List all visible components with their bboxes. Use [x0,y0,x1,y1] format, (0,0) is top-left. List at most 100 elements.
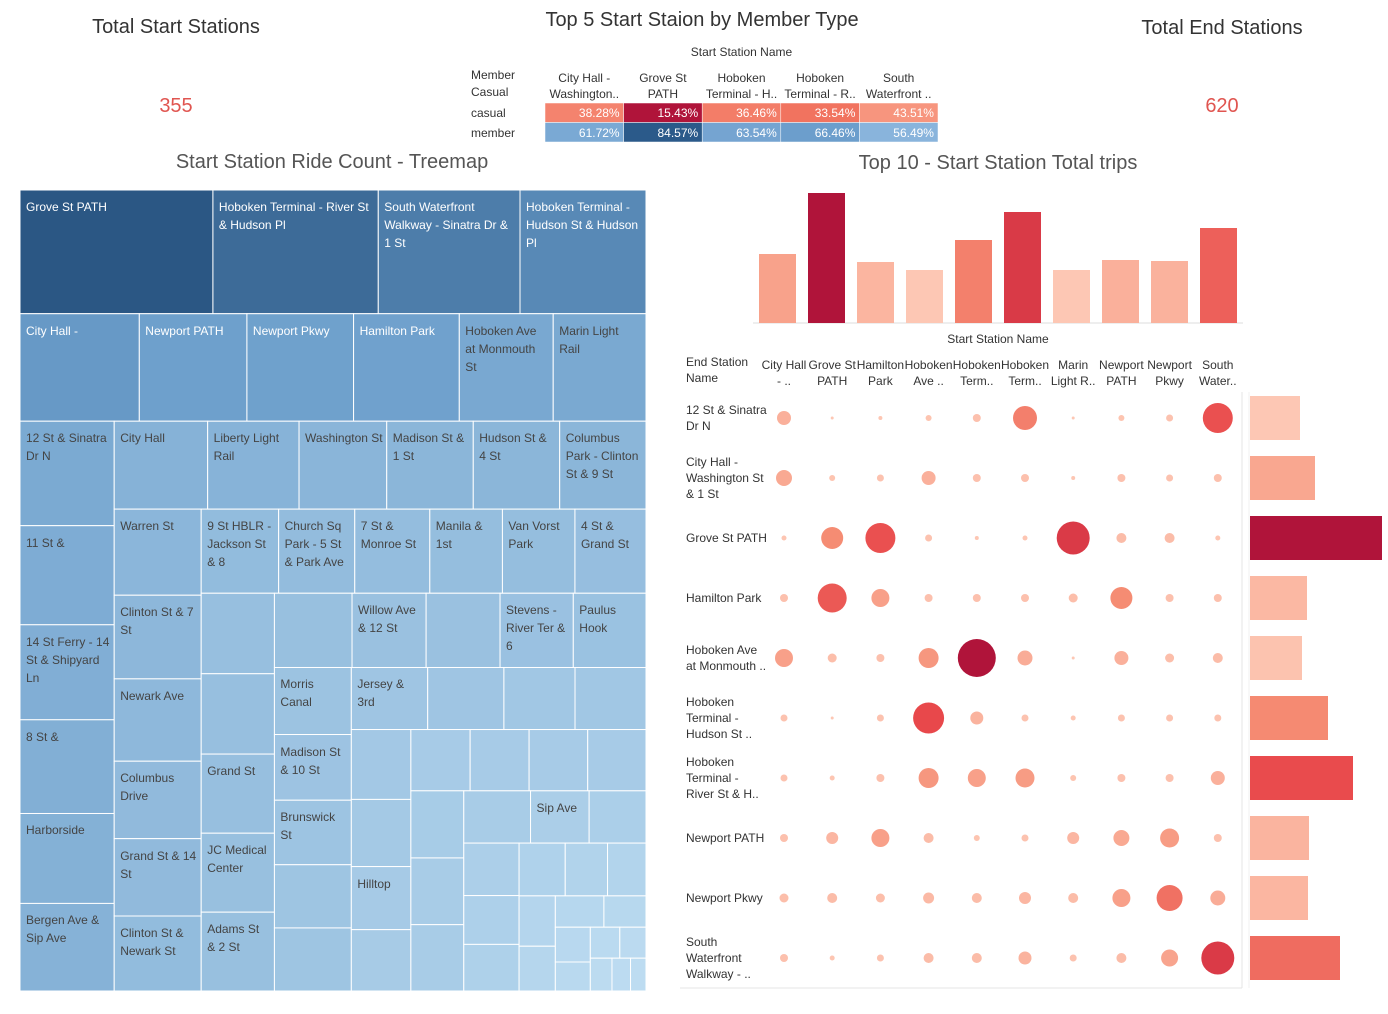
bar [1004,212,1041,323]
treemap-cell [350,929,412,992]
bubble [1056,521,1090,555]
treemap-cell [207,420,300,510]
bubble [1071,416,1075,420]
bubble [1214,714,1222,722]
treemap-cell [273,864,352,929]
treemap-label: Grand St [207,764,256,779]
treemap-label: Warren St [120,519,174,534]
column-label: Grove St PATH [639,71,687,101]
treemap-cell [611,957,632,992]
bubble [1117,714,1125,722]
treemap-cell [528,729,589,792]
bubble [779,893,789,903]
row-label: member [471,125,516,140]
treemap-cell [113,420,209,510]
bubble [1212,653,1223,663]
column-label: City Hall - .. [761,358,807,388]
treemap-label: Jersey & 3rd [357,677,405,710]
total-bar [1250,576,1307,620]
bubble [1114,651,1129,665]
bubble [974,536,979,540]
bubble [781,535,787,541]
treemap-cell [200,508,280,594]
treemap-label: Hoboken Terminal - River St & Hudson Pl [218,200,369,232]
bar [857,262,894,323]
bubble [1019,892,1031,904]
bubble [923,953,934,963]
treemap-cell [518,842,566,897]
bubble [1166,714,1174,722]
treemap-cell [607,842,647,897]
bubble [918,648,939,668]
treemap-label: JC Medical Center [207,843,267,876]
treemap-cell [200,592,275,675]
column-header: Start Station Name [690,45,793,59]
treemap-cell [138,313,248,422]
bar [1053,270,1090,323]
treemap-cell [200,673,275,755]
bubble [780,774,788,782]
treemap-cell [386,420,474,510]
bubble [973,835,980,841]
treemap-cell [410,857,465,926]
bubble [1071,656,1075,660]
bubble [875,893,885,903]
bubble [1165,594,1174,602]
bubble [967,769,986,787]
treemap-cell [463,943,520,992]
total-bar [1250,876,1308,920]
bubble [1166,414,1174,422]
bar [1102,260,1139,323]
treemap-label: Newark Ave [120,688,184,703]
column-label: Hamilton Park [856,358,905,388]
cell-label: 63.54% [736,125,777,140]
kpi-value: 620 [1205,95,1239,117]
treemap-cell [351,592,427,668]
treemap-label: Hudson St & 4 St [479,431,547,464]
bubble [1117,474,1126,482]
table-cell [859,122,939,143]
row-label: City Hall - Washington St & 1 St [686,455,764,501]
treemap-cell [350,729,412,800]
treemap-label: Liberty Light Rail [213,431,280,464]
bubble [921,471,936,485]
treemap-cell [200,832,275,913]
treemap-label: Clinton St & Newark St [120,925,184,958]
treemap-label: 8 St & [26,729,59,744]
bubble [1201,941,1235,975]
chart-title: Top 5 Start Staion by Member Type [545,9,859,31]
bubble [1213,474,1222,482]
column-label: Marin Light R.. [1050,358,1096,388]
kpi-title: Total End Stations [1141,17,1303,39]
bubble [1164,533,1175,543]
treemap-cell [113,508,202,596]
bubble [918,768,939,788]
treemap-label: Willow Ave & 12 St [358,603,416,636]
bubble [827,653,837,663]
column-label: Grove St PATH [808,358,856,388]
treemap-cell [350,866,412,931]
column-label: Hoboken Terminal - R.. [784,71,856,101]
cell-label: 43.51% [893,106,934,120]
cell-label: 15.43% [657,106,699,120]
treemap-cell [589,957,613,992]
treemap-cell [574,508,647,594]
treemap-cell [273,927,352,992]
bubble [913,702,945,734]
treemap-cell [427,666,505,731]
treemap-cell [19,313,140,422]
cell-label: 84.57% [657,125,699,140]
treemap-cell [354,508,431,594]
bubble [1015,768,1035,788]
bubble [1165,774,1174,782]
treemap-cell [588,790,647,844]
row-header: End Station Name [686,355,749,385]
bubble [972,414,981,422]
treemap-cell [564,842,609,897]
bubble [1213,834,1222,842]
bubble [1210,890,1226,906]
bubble [1021,834,1029,842]
treemap-label: City Hall - [26,323,79,338]
bar [955,240,992,323]
total-bar [1250,936,1340,980]
